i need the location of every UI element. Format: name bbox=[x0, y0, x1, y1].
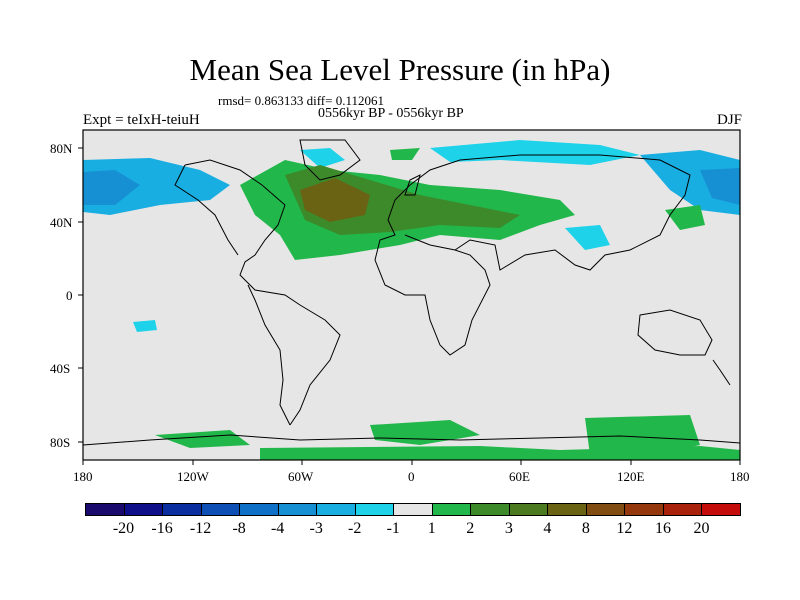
anomaly-fields bbox=[83, 140, 740, 460]
south-america-west-coast bbox=[247, 284, 291, 426]
colorbar-label: 12 bbox=[616, 520, 633, 537]
lon-label-120w: 120W bbox=[177, 469, 209, 484]
positive-anomaly-antarctic-coast bbox=[260, 446, 740, 460]
lon-label-180e: 180 bbox=[730, 469, 750, 484]
colorbar-swatch bbox=[508, 503, 549, 516]
colorbar-label: 1 bbox=[427, 520, 436, 537]
lat-label-80s: 80S bbox=[50, 435, 71, 450]
antarctica-coast bbox=[82, 434, 741, 446]
experiment-label: Expt = teIxH-teiuH bbox=[83, 112, 200, 128]
positive-anomaly-antarctic-west bbox=[155, 430, 250, 448]
colorbar-swatch bbox=[585, 503, 626, 516]
colorbar-swatch bbox=[123, 503, 164, 516]
map-title: Mean Sea Level Pressure (in hPa) bbox=[189, 52, 611, 87]
colorbar-label: 8 bbox=[581, 520, 590, 537]
colorbar-label: 20 bbox=[693, 520, 710, 537]
colorbar-label: 2 bbox=[466, 520, 475, 537]
lon-label-180w: 180 bbox=[73, 469, 93, 484]
colorbar-label: -8 bbox=[232, 520, 246, 537]
negative-anomaly-core-west bbox=[83, 170, 140, 205]
colorbar-label: -3 bbox=[309, 520, 323, 537]
negative-anomaly-asia bbox=[565, 225, 610, 250]
colorbar-swatch bbox=[701, 503, 741, 516]
colorbar-label: -1 bbox=[386, 520, 400, 537]
negative-anomaly-south-pacific bbox=[133, 320, 157, 332]
colorbar-swatch bbox=[662, 503, 703, 516]
colorbar-label: -16 bbox=[151, 520, 173, 537]
colorbar-label: 4 bbox=[543, 520, 552, 537]
greenland-coast bbox=[299, 139, 361, 181]
colorbar-swatch bbox=[85, 503, 125, 516]
colorbar-swatch bbox=[162, 503, 202, 516]
axis-ticks bbox=[78, 147, 741, 465]
colorbar-label: -2 bbox=[348, 520, 362, 537]
eurasia-coast bbox=[394, 154, 691, 271]
coastlines bbox=[82, 139, 741, 446]
lon-label-0: 0 bbox=[408, 469, 415, 484]
lat-label-40s: 40S bbox=[50, 361, 71, 376]
colorbar-swatch bbox=[470, 503, 510, 516]
positive-anomaly-core bbox=[300, 178, 370, 222]
colorbar-swatch bbox=[277, 503, 318, 516]
lat-label-40n: 40N bbox=[50, 215, 73, 230]
colorbar-swatch bbox=[547, 503, 587, 516]
colorbar-swatch bbox=[200, 503, 241, 516]
negative-anomaly-greenland bbox=[300, 148, 345, 168]
negative-anomaly-arctic bbox=[430, 140, 640, 165]
negative-anomaly-core-east bbox=[700, 168, 740, 205]
colorbar-label: -12 bbox=[189, 520, 212, 537]
lon-label-60w: 60W bbox=[288, 469, 314, 484]
stats-label: rmsd= 0.863133 diff= 0.112061 bbox=[218, 93, 384, 108]
colorbar-label: -20 bbox=[112, 520, 135, 537]
colorbar-swatch bbox=[393, 503, 433, 516]
lon-label-60e: 60E bbox=[509, 469, 530, 484]
colorbar-swatch bbox=[316, 503, 356, 516]
positive-anomaly-japan bbox=[665, 205, 705, 230]
period-label: 0556kyr BP - 0556kyr BP bbox=[318, 106, 464, 121]
colorbar-swatch bbox=[624, 503, 664, 516]
colorbar-swatch bbox=[431, 503, 472, 516]
lat-label-80n: 80N bbox=[50, 141, 73, 156]
lat-label-0: 0 bbox=[66, 288, 73, 303]
africa-coast bbox=[374, 199, 491, 356]
uk-coast bbox=[404, 174, 421, 196]
north-america-west-coast bbox=[174, 164, 239, 256]
americas-coast bbox=[184, 159, 341, 426]
lon-label-120e: 120E bbox=[617, 469, 645, 484]
colorbar-swatch bbox=[239, 503, 279, 516]
colorbar-label: -4 bbox=[270, 520, 285, 537]
colorbar-label: 3 bbox=[504, 520, 513, 537]
colorbar-swatch bbox=[354, 503, 395, 516]
australia-coast bbox=[637, 309, 713, 356]
positive-anomaly-svalbard bbox=[390, 148, 420, 160]
colorbar-label: 16 bbox=[654, 520, 671, 537]
season-label: DJF bbox=[716, 112, 742, 128]
new-zealand-coast bbox=[712, 359, 731, 386]
